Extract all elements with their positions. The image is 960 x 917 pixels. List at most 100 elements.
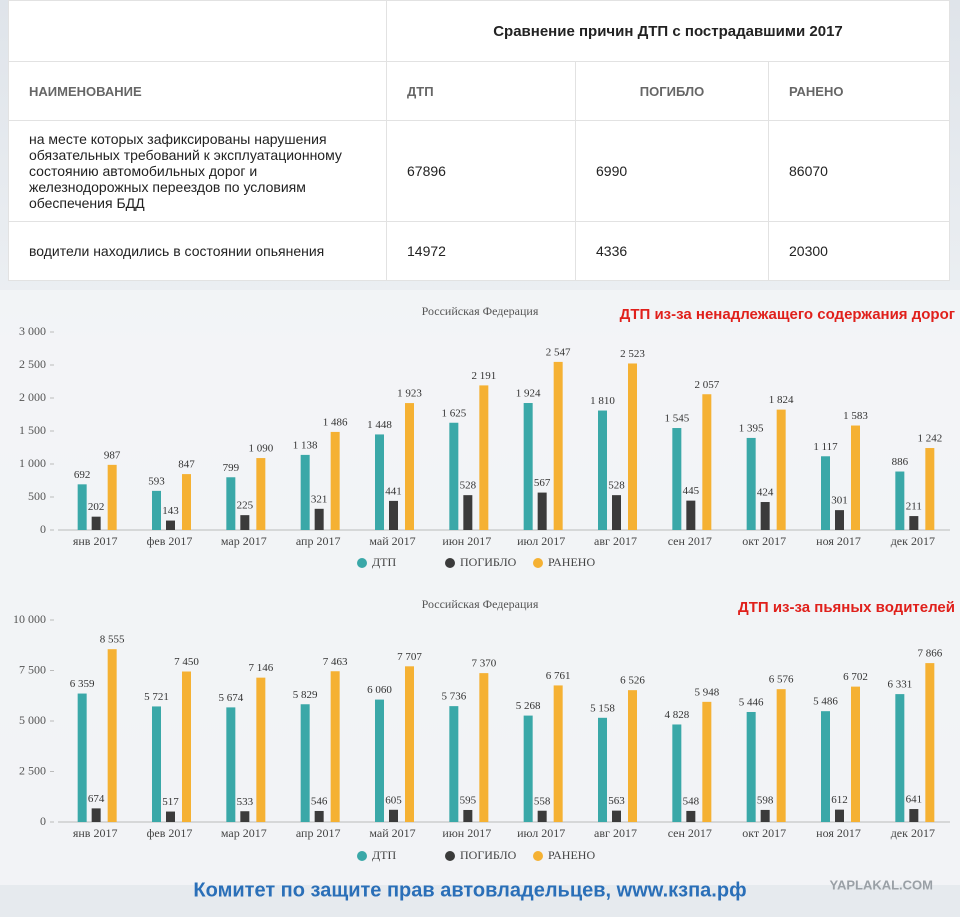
bar <box>107 649 117 822</box>
legend-marker <box>445 851 455 861</box>
legend-label: ДТП <box>372 848 397 862</box>
cell: 4336 <box>575 221 769 281</box>
data-label: 1 545 <box>664 413 689 425</box>
bar <box>256 458 266 530</box>
data-label: 441 <box>385 485 402 497</box>
bar <box>314 810 324 822</box>
data-label: 1 448 <box>367 419 392 431</box>
column-header: ДТП <box>386 61 576 121</box>
x-tick-label: июн 2017 <box>442 826 491 840</box>
data-label: 1 824 <box>769 394 794 406</box>
data-label: 6 331 <box>887 679 912 691</box>
x-tick-label: окт 2017 <box>742 534 786 548</box>
data-label: 563 <box>608 795 625 807</box>
bar <box>553 361 563 530</box>
x-tick-label: авг 2017 <box>594 534 637 548</box>
data-label: 211 <box>906 501 922 513</box>
data-label: 6 526 <box>620 675 645 687</box>
bar <box>553 685 563 822</box>
bar <box>835 510 844 530</box>
bar <box>612 495 621 530</box>
cell: 14972 <box>386 221 576 281</box>
column-header: НАИМЕНОВАНИЕ <box>8 61 387 121</box>
data-label: 1 242 <box>917 433 942 445</box>
column-header: РАНЕНО <box>768 61 950 121</box>
data-label: 1 924 <box>516 388 541 400</box>
bar <box>91 808 101 822</box>
data-label: 1 138 <box>293 439 318 451</box>
bar <box>628 690 637 822</box>
data-label: 7 866 <box>917 648 942 660</box>
table-title: Сравнение причин ДТП с пострадавшими 201… <box>386 0 950 62</box>
x-tick-label: фев 2017 <box>147 826 193 840</box>
bar <box>537 492 547 530</box>
x-tick-label: янв 2017 <box>73 826 118 840</box>
x-tick-label: окт 2017 <box>742 826 786 840</box>
legend-marker <box>357 558 367 568</box>
cell: 86070 <box>768 120 950 222</box>
data-label: 1 810 <box>590 395 615 407</box>
x-tick-label: янв 2017 <box>73 534 118 548</box>
bar <box>776 409 786 530</box>
data-label: 5 674 <box>218 692 243 704</box>
x-tick-label: мар 2017 <box>221 534 267 548</box>
bar <box>107 464 117 530</box>
x-tick-label: сен 2017 <box>668 826 712 840</box>
x-tick-label: фев 2017 <box>147 534 193 548</box>
legend-label: РАНЕНО <box>548 555 595 569</box>
data-label: 445 <box>683 485 700 497</box>
bar <box>835 809 844 822</box>
data-label: 6 702 <box>843 671 868 683</box>
bar <box>479 385 489 530</box>
data-label: 6 060 <box>367 684 392 696</box>
data-label: 1 583 <box>843 410 868 422</box>
data-label: 1 395 <box>739 422 764 434</box>
legend-marker <box>533 558 543 568</box>
data-label: 1 923 <box>397 388 422 400</box>
y-tick-label: 2 500 <box>19 763 46 777</box>
bar <box>895 471 905 530</box>
footer: Комитет по защите прав автовладельцев, w… <box>193 879 746 901</box>
data-label: 2 191 <box>471 370 496 382</box>
y-tick-label: 1 500 <box>19 423 46 437</box>
x-tick-label: апр 2017 <box>296 534 341 548</box>
bar <box>746 711 756 822</box>
data-label: 528 <box>460 480 477 492</box>
bar <box>226 707 236 822</box>
data-label: 5 446 <box>739 697 764 709</box>
data-label: 6 761 <box>546 670 571 682</box>
data-label: 612 <box>831 794 848 806</box>
data-label: 6 359 <box>70 678 95 690</box>
y-tick-label: 3 000 <box>19 324 46 338</box>
data-label: 7 450 <box>174 656 199 668</box>
bar <box>300 454 310 530</box>
data-label: 528 <box>608 480 625 492</box>
bar <box>686 500 696 530</box>
bar <box>449 706 459 822</box>
bar <box>300 704 310 822</box>
bar <box>166 520 175 530</box>
data-label: 1 486 <box>323 416 348 428</box>
data-label: 7 707 <box>397 651 422 663</box>
data-label: 5 829 <box>293 689 318 701</box>
bar <box>925 663 935 822</box>
data-label: 5 268 <box>516 700 541 712</box>
chart-title: ДТП из-за ненадлежащего содержания дорог <box>620 306 955 323</box>
data-label: 5 486 <box>813 696 838 708</box>
bar <box>77 484 87 530</box>
data-label: 605 <box>385 794 402 806</box>
bar <box>240 811 250 822</box>
cell: 6990 <box>575 120 769 222</box>
data-label: 2 523 <box>620 348 645 360</box>
y-tick-label: 2 500 <box>19 357 46 371</box>
x-tick-label: июн 2017 <box>442 534 491 548</box>
cell: водители находились в состоянии опьянени… <box>8 221 387 281</box>
bar <box>240 515 250 530</box>
y-tick-label: 0 <box>40 522 46 536</box>
x-tick-label: мар 2017 <box>221 826 267 840</box>
bar <box>330 671 340 822</box>
bar <box>523 403 533 530</box>
bar <box>702 394 712 530</box>
data-label: 567 <box>534 477 551 489</box>
